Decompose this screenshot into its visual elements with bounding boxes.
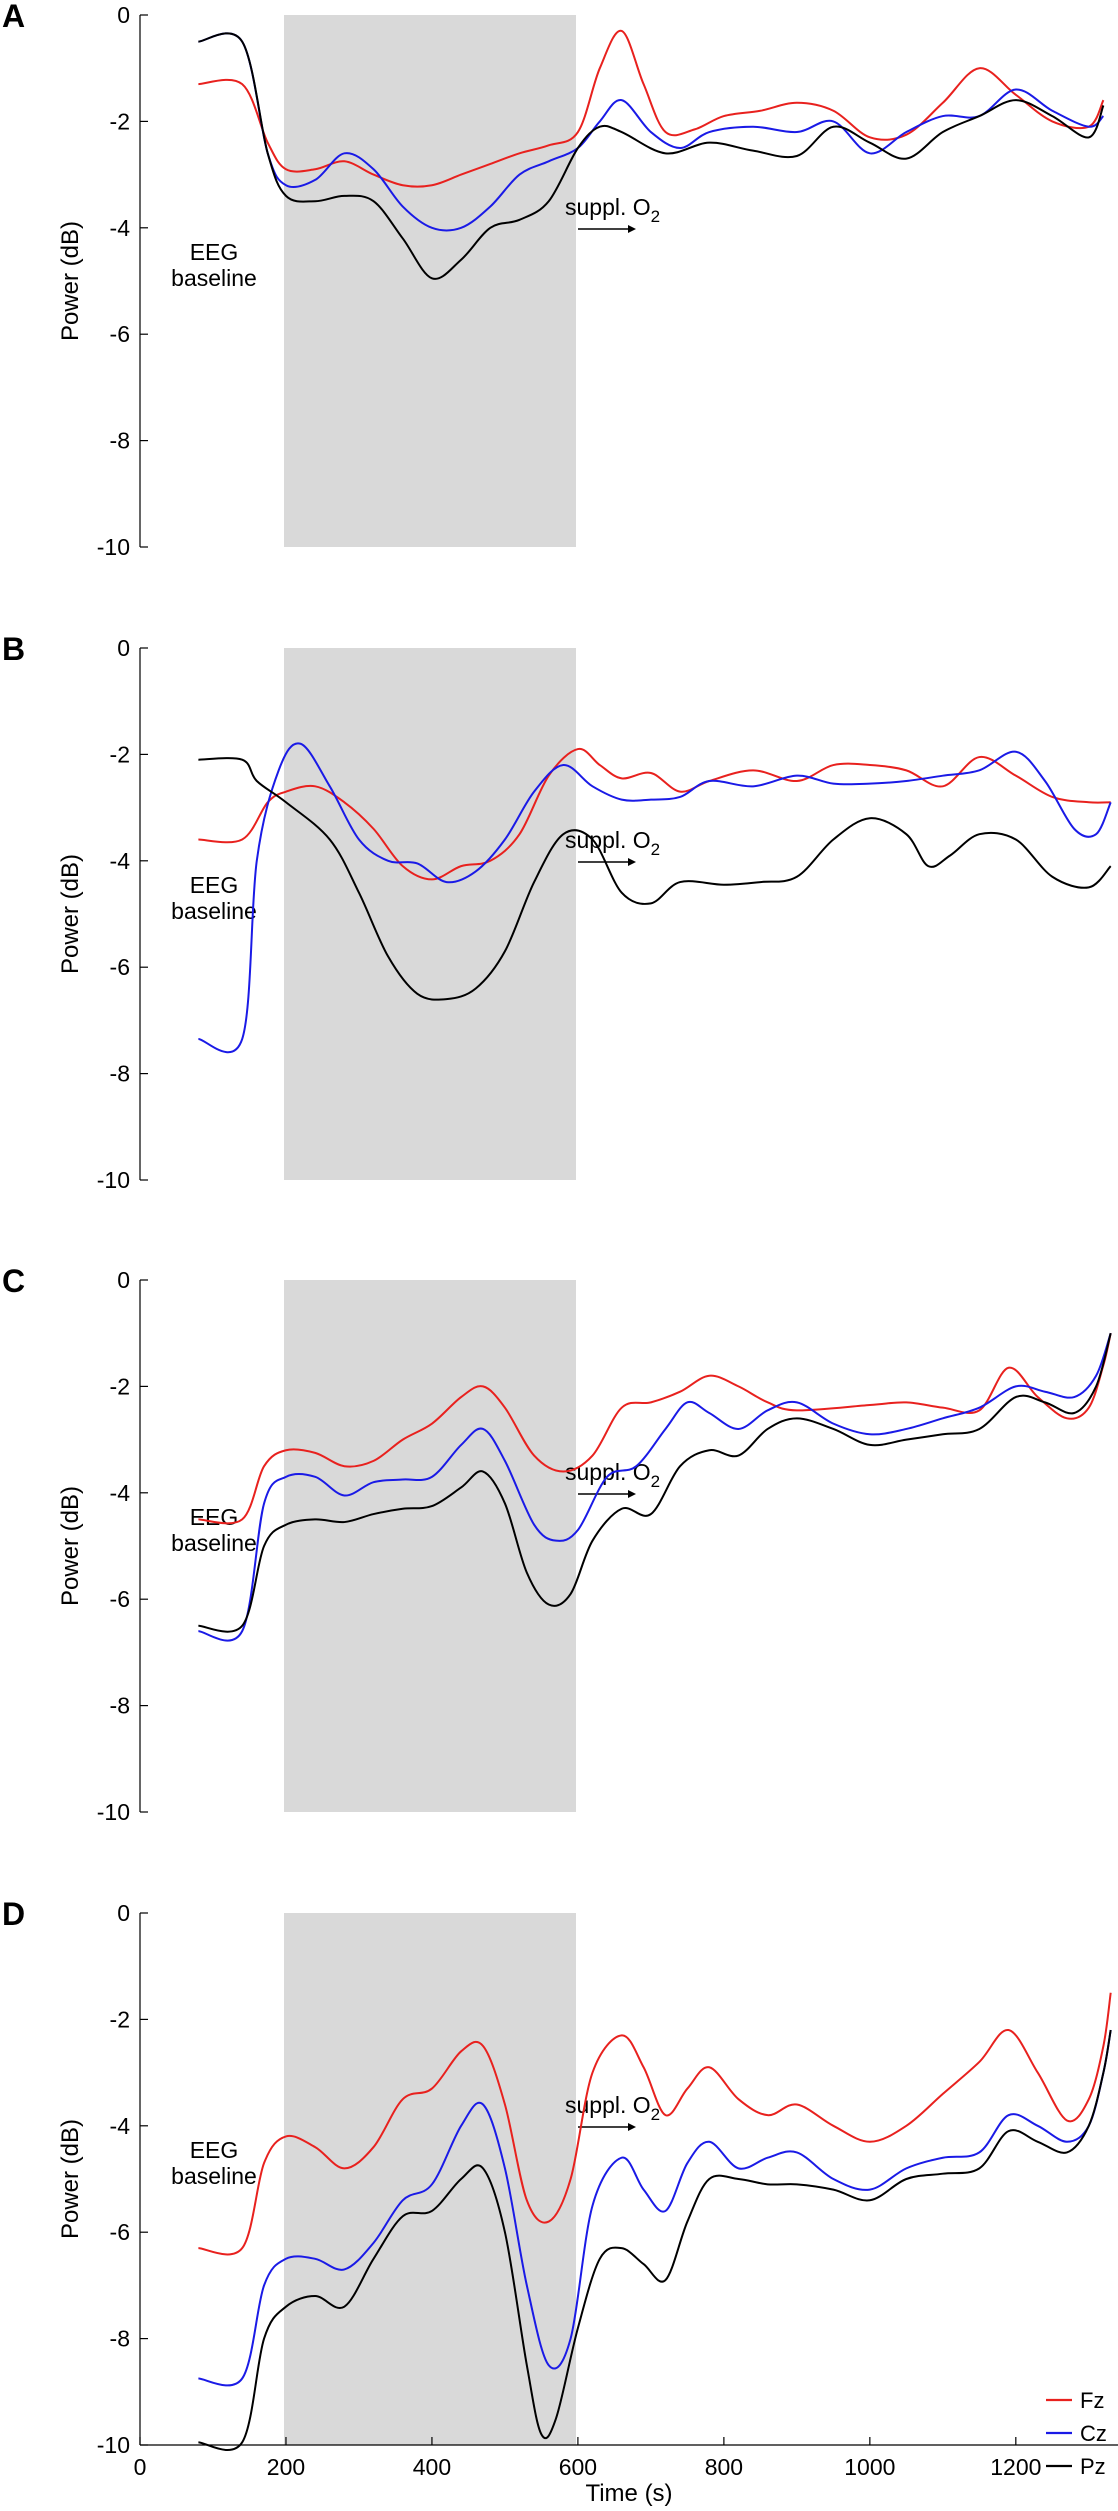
x-tick-label: 600: [559, 2454, 597, 2480]
suppl-o2-label: suppl. O2: [565, 194, 660, 226]
series-line-cz: [198, 1332, 1112, 1642]
y-tick-label: 0: [117, 635, 130, 661]
legend-label-fz: Fz: [1080, 2388, 1104, 2413]
y-tick-label: -6: [110, 321, 130, 347]
y-axis-label: Power (dB): [57, 854, 84, 974]
legend: Fz Cz Pz: [1046, 2388, 1107, 2479]
y-tick-label: -10: [97, 534, 130, 560]
y-tick-label: 0: [117, 2, 130, 28]
y-tick-label: -2: [110, 741, 130, 767]
y-axis-label: Power (dB): [57, 221, 84, 341]
y-tick-label: -6: [110, 1586, 130, 1612]
legend-label-pz: Pz: [1080, 2454, 1106, 2479]
eeg-baseline-label-line1: EEG: [190, 872, 239, 898]
suppl-o2-arrowhead: [628, 225, 636, 233]
eeg-baseline-label-line1: EEG: [190, 1504, 239, 1530]
y-tick-label: -2: [110, 2006, 130, 2032]
eeg-baseline-label-line1: EEG: [190, 2137, 239, 2163]
suppl-o2-label: suppl. O2: [565, 1459, 660, 1491]
panel-label: C: [2, 1263, 25, 1299]
series-line-cz: [198, 742, 1112, 1054]
y-axis-label: Power (dB): [57, 1486, 84, 1606]
series-line-pz: [198, 2029, 1112, 2451]
y-tick-label: -10: [97, 2432, 130, 2458]
eeg-baseline-label-line2: baseline: [171, 898, 257, 924]
y-tick-label: -8: [110, 1061, 130, 1087]
y-tick-label: -6: [110, 954, 130, 980]
series-line-fz: [198, 29, 1105, 188]
x-axis-label: Time (s): [585, 2480, 672, 2507]
panel-label: D: [2, 1896, 25, 1932]
series-line-pz: [198, 1332, 1112, 1633]
series-line-pz: [198, 757, 1112, 1001]
x-tick-label: 400: [413, 2454, 451, 2480]
y-tick-label: -4: [110, 215, 131, 241]
suppl-o2-arrowhead: [628, 2123, 636, 2131]
series-line-cz: [198, 32, 1105, 232]
series-line-cz: [198, 2029, 1112, 2387]
y-tick-label: -10: [97, 1167, 130, 1193]
y-tick-label: -10: [97, 1799, 130, 1825]
shaded-region: [284, 648, 576, 1180]
panel-label: A: [2, 0, 25, 34]
x-tick-label: 800: [705, 2454, 743, 2480]
eeg-baseline-label-line2: baseline: [171, 1530, 257, 1556]
eeg-baseline-label-line2: baseline: [171, 2163, 257, 2189]
series-line-fz: [198, 748, 1111, 881]
panel-label: B: [2, 631, 25, 667]
suppl-o2-arrowhead: [628, 1490, 636, 1498]
x-tick-label: 200: [267, 2454, 305, 2480]
y-tick-label: -6: [110, 2219, 130, 2245]
shaded-region: [284, 1280, 576, 1812]
series-line-fz: [198, 1992, 1112, 2256]
y-tick-label: -2: [110, 1373, 130, 1399]
y-tick-label: -4: [110, 1480, 131, 1506]
suppl-o2-label: suppl. O2: [565, 2092, 660, 2124]
series-line-pz: [198, 32, 1105, 280]
y-tick-label: -8: [110, 428, 130, 454]
y-tick-label: -8: [110, 1693, 130, 1719]
legend-label-cz: Cz: [1080, 2421, 1107, 2446]
x-tick-label: 1000: [844, 2454, 895, 2480]
shaded-region: [284, 15, 576, 547]
x-axis-group: 0 200 400 600 800 1000 1200 Time (s): [134, 2437, 1118, 2507]
eeg-baseline-label-line1: EEG: [190, 239, 239, 265]
x-tick-label: 1200: [990, 2454, 1041, 2480]
y-tick-label: 0: [117, 1900, 130, 1926]
y-tick-label: -2: [110, 108, 130, 134]
y-tick-label: -8: [110, 2326, 130, 2352]
shaded-region: [284, 1913, 576, 2445]
eeg-baseline-label-line2: baseline: [171, 265, 257, 291]
y-axis-label: Power (dB): [57, 2119, 84, 2239]
y-tick-label: 0: [117, 1267, 130, 1293]
y-tick-label: -4: [110, 848, 131, 874]
x-tick-label: 0: [134, 2454, 147, 2480]
series-line-fz: [198, 1332, 1112, 1525]
suppl-o2-arrowhead: [628, 858, 636, 866]
y-tick-label: -4: [110, 2113, 131, 2139]
